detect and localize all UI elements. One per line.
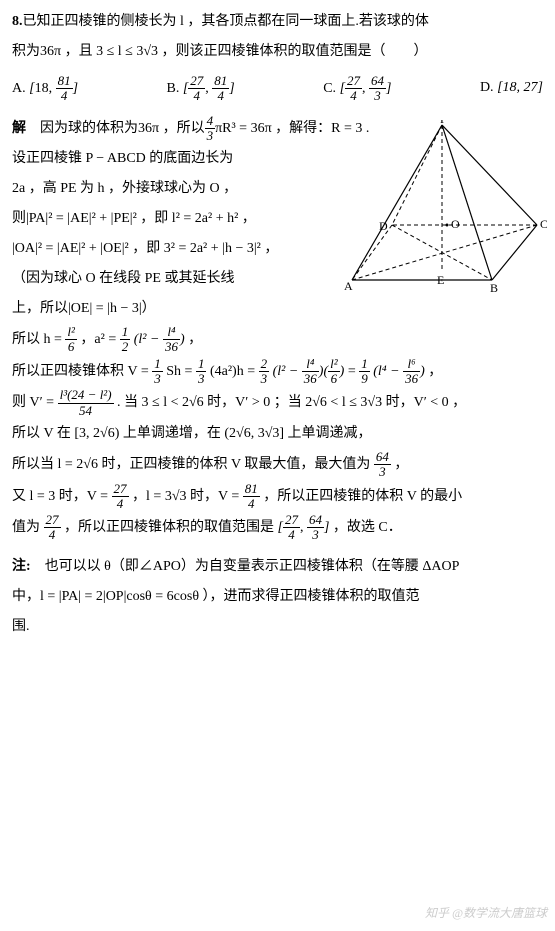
- question-number: 8.: [12, 14, 23, 29]
- sol-l10: 则 V′ = l³(24 − l²)54 . 当 3 ≤ l < 2√6 时，V…: [12, 388, 543, 418]
- sol-l1a: 因为球的体积为36π ，所以: [40, 121, 205, 136]
- svg-text:D: D: [379, 219, 388, 233]
- note-l3: 围.: [12, 613, 543, 641]
- note-heading: 注:: [12, 559, 31, 574]
- watermark: 知乎 @数学流大唐篮球: [425, 901, 547, 925]
- solution-heading: 解: [12, 121, 26, 136]
- note-l2: 中，l = |PA| = 2|OP|cosθ = 6cosθ ），进而求得正四棱…: [12, 583, 543, 611]
- option-c: C. [274, 643]: [323, 74, 391, 104]
- sol-l12: 所以当 l = 2√6 时，正四棱锥的体积 V 取最大值，最大值为 643 ，: [12, 450, 543, 480]
- option-b: B. [274, 814]: [167, 74, 235, 104]
- question-line1: 已知正四棱锥的侧棱长为 l ，其各顶点都在同一球面上.若该球的体: [23, 14, 429, 29]
- option-d: D. [18, 27]: [480, 74, 543, 104]
- question-line2: 积为36π ，且 3 ≤ l ≤ 3√3 ，则该正四棱锥体积的取值范围是（ ）: [12, 38, 543, 66]
- option-a: A. [18, 814]: [12, 74, 78, 104]
- sol-l9: 所以正四棱锥体积 V = 13 Sh = 13 (4a²)h = 23 (l² …: [12, 357, 543, 387]
- sol-l13: 又 l = 3 时，V = 274 ，l = 3√3 时，V = 814 ，所以…: [12, 482, 543, 512]
- svg-text:A: A: [344, 279, 353, 293]
- note-l1: 也可以以 θ（即∠APO）为自变量表示正四棱锥体积（在等腰 ΔAOP: [45, 559, 460, 574]
- svg-text:O: O: [451, 217, 460, 231]
- svg-text:E: E: [437, 273, 444, 287]
- svg-text:B: B: [490, 281, 498, 295]
- sol-l8: 所以 h = l²6 ，a² = 12 (l² − l⁴36) ，: [12, 325, 543, 355]
- options-row: A. [18, 814] B. [274, 814] C. [274, 643]…: [12, 74, 543, 104]
- pyramid-diagram: P A B C D O E: [337, 120, 547, 306]
- svg-text:C: C: [540, 217, 547, 231]
- svg-text:P: P: [440, 120, 447, 126]
- sol-l11: 所以 V 在 [3, 2√6) 上单调递增，在 (2√6, 3√3] 上单调递减…: [12, 420, 543, 448]
- sol-l14: 值为 274 ，所以正四棱锥体积的取值范围是 [274, 643] ，故选 C．: [12, 513, 543, 543]
